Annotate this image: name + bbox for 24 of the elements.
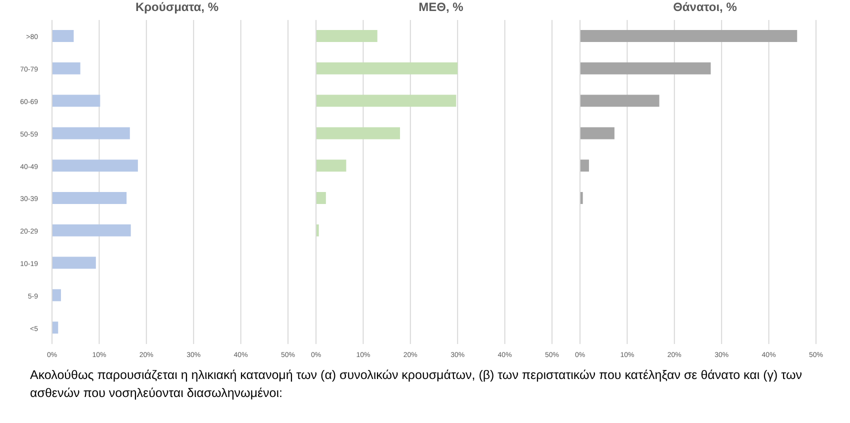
- bar: [52, 127, 130, 140]
- bar: [52, 289, 61, 302]
- chart-title: Θάνατοι, %: [672, 0, 738, 16]
- chart-title: ΜΕΘ, %: [418, 0, 464, 16]
- bar: [580, 62, 711, 74]
- bar: [52, 94, 100, 107]
- bar: [52, 224, 131, 236]
- bar: [316, 160, 346, 172]
- bar: [580, 30, 798, 42]
- bar: [316, 192, 326, 204]
- bar: [580, 127, 614, 140]
- bar: [316, 94, 456, 107]
- chart-title: Κρούσματα, %: [134, 0, 220, 16]
- bar: [316, 30, 378, 42]
- text: Ακολούθως παρουσιάζεται η ηλικιακή κατανομή των (α) συνολικών κρουσμάτων, (β) των περιστατικών που κατέληξαν σε θάνατο και (γ) των ασθενών που νοσηλεύονται διασωληνωμένοι:: [30, 367, 803, 402]
- bar: [580, 94, 660, 107]
- bar: [316, 127, 400, 140]
- bar: [52, 160, 138, 172]
- bar: [316, 62, 458, 74]
- bar: [52, 62, 80, 74]
- bar: [52, 30, 74, 42]
- bar: [52, 256, 96, 269]
- bar: [52, 192, 127, 204]
- bar: [580, 160, 589, 172]
